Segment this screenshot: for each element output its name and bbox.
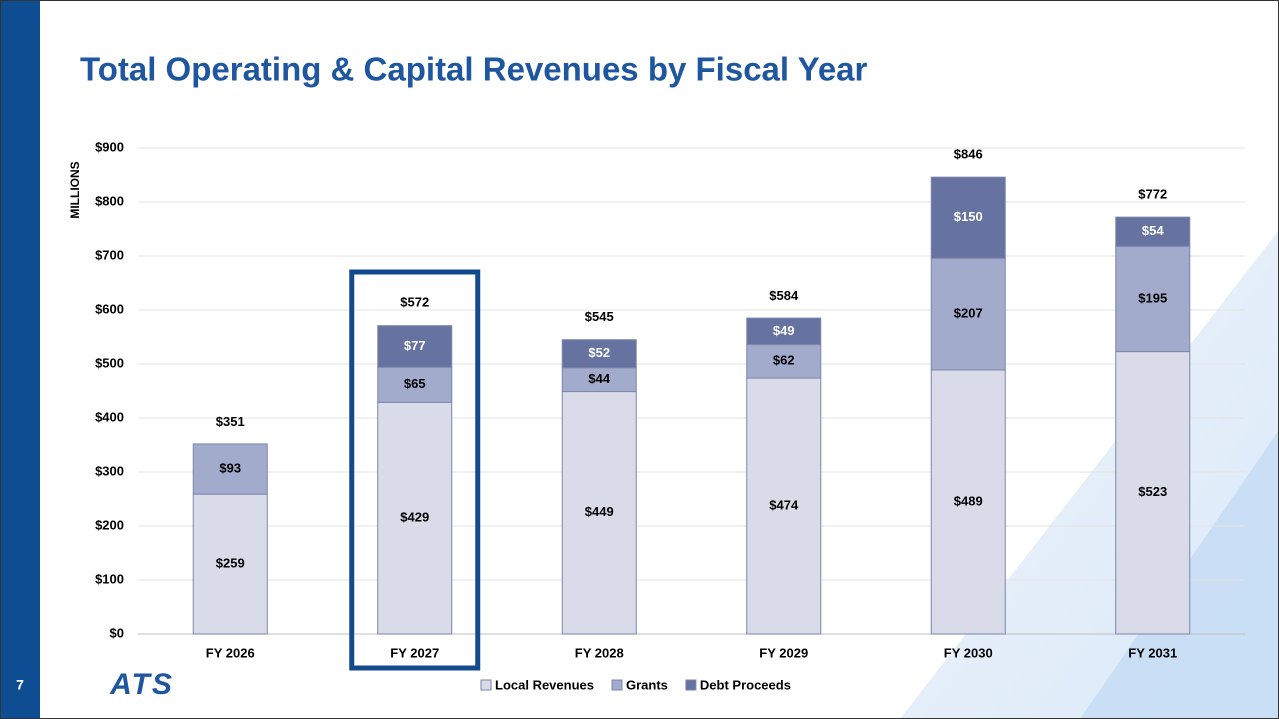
chart-title: Total Operating & Capital Revenues by Fi… (80, 51, 868, 88)
x-tick-label: FY 2029 (759, 645, 808, 660)
bar-segment (1115, 351, 1191, 635)
data-label: $474 (769, 497, 799, 512)
bar-segment (1115, 245, 1191, 353)
total-label: $846 (954, 147, 983, 162)
total-label: $351 (216, 414, 245, 429)
y-tick-label: $400 (95, 409, 124, 424)
y-tick-label: $500 (95, 355, 124, 370)
total-label: $772 (1138, 187, 1167, 202)
data-label: $52 (588, 345, 610, 360)
bar-segment (1115, 216, 1191, 247)
x-tick-label: FY 2027 (390, 645, 439, 660)
x-tick-label: FY 2026 (206, 645, 255, 660)
data-label: $207 (954, 305, 983, 320)
bar-segment (192, 493, 268, 635)
total-label: $545 (585, 309, 614, 324)
legend-swatch (685, 679, 697, 691)
legend-label: Debt Proceeds (700, 677, 791, 692)
legend-swatch (611, 679, 623, 691)
x-tick-label: FY 2028 (575, 645, 624, 660)
y-tick-label: $800 (95, 193, 124, 208)
x-tick-label: FY 2031 (1128, 645, 1177, 660)
bar-segment (746, 317, 822, 346)
legend-swatch (480, 679, 492, 691)
bar-segment (930, 176, 1006, 259)
data-label: $195 (1138, 290, 1167, 305)
data-label: $93 (219, 460, 241, 475)
bar-segment (746, 377, 822, 635)
y-tick-label: $900 (95, 139, 124, 154)
bar-segment (746, 344, 822, 379)
data-label: $49 (773, 323, 795, 338)
y-tick-label: $100 (95, 571, 124, 586)
bar-segment (377, 401, 453, 635)
legend-label: Grants (626, 677, 668, 692)
data-label: $489 (954, 493, 983, 508)
total-label: $584 (769, 288, 799, 303)
data-label: $44 (588, 371, 610, 386)
data-label: $449 (585, 504, 614, 519)
y-axis-label: MILLIONS (68, 161, 82, 218)
y-tick-label: $600 (95, 301, 124, 316)
bar-segment (930, 257, 1006, 371)
data-label: $62 (773, 353, 795, 368)
logo: ATS (109, 668, 174, 701)
legend-label: Local Revenues (495, 677, 594, 692)
total-label: $572 (400, 295, 429, 310)
y-tick-label: $0 (110, 625, 124, 640)
x-tick-label: FY 2030 (944, 645, 993, 660)
bar-segment (192, 443, 268, 495)
y-tick-label: $300 (95, 463, 124, 478)
data-label: $429 (400, 510, 429, 525)
bar-segment (930, 369, 1006, 635)
data-label: $65 (404, 376, 426, 391)
bar-segment (561, 391, 637, 635)
y-tick-label: $200 (95, 517, 124, 532)
bar-segment (561, 339, 637, 369)
page-number: 7 (16, 677, 24, 693)
data-label: $150 (954, 209, 983, 224)
bar-segment (377, 325, 453, 368)
side-stripe (0, 0, 40, 719)
data-label: $523 (1138, 484, 1167, 499)
highlight-box (349, 269, 481, 671)
y-tick-label: $700 (95, 247, 124, 262)
bar-segment (377, 366, 453, 403)
data-label: $259 (216, 556, 245, 571)
data-label: $77 (404, 338, 426, 353)
data-label: $54 (1142, 223, 1164, 238)
